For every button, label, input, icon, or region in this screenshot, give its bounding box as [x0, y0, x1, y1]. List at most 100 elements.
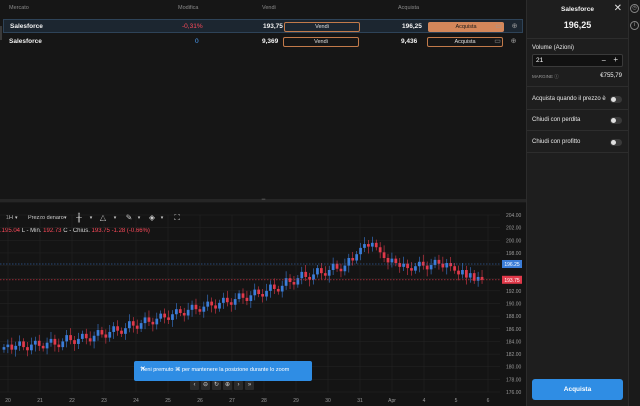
candle-body — [69, 335, 72, 341]
candle-body — [241, 293, 245, 298]
candle-body — [37, 340, 41, 346]
candle-body — [441, 263, 445, 268]
scroll-end-icon[interactable]: » — [245, 381, 254, 390]
buy-button[interactable]: Acquista — [428, 22, 504, 32]
ohlc-low: 192.73 — [43, 228, 62, 234]
candle-body — [30, 344, 33, 351]
sell-button[interactable]: Vendi — [283, 37, 359, 47]
volume-stepper[interactable]: 21 − + — [532, 54, 623, 67]
x-tick-label: 4 — [423, 398, 426, 404]
y-tick-label: 176.00 — [506, 390, 522, 396]
zoom-out-icon[interactable]: ⊖ — [201, 381, 210, 390]
zoom-in-icon[interactable]: ⊕ — [223, 381, 232, 390]
x-tick-label: 23 — [101, 398, 107, 404]
candle-body — [421, 261, 425, 266]
sell-price: 9,369 — [262, 38, 279, 45]
x-tick-label: 21 — [37, 398, 43, 404]
y-tick-label: 180.00 — [506, 365, 522, 371]
candle-body — [112, 326, 116, 332]
candle-body — [308, 276, 311, 280]
close-icon[interactable]: ✕ — [613, 3, 622, 14]
candle-body — [131, 321, 135, 326]
candle-body — [6, 344, 10, 348]
candle-body — [374, 242, 378, 248]
chevron-left-icon[interactable]: ‹ — [190, 381, 199, 390]
add-circle-icon[interactable]: ⊕ — [511, 23, 518, 30]
volume-input[interactable]: 21 — [536, 57, 544, 64]
y-tick-label: 200.00 — [506, 238, 522, 244]
info-icon[interactable]: i — [630, 21, 639, 30]
x-tick-label: Apr — [388, 398, 396, 404]
price-type-select[interactable]: Prezzo denaro — [28, 215, 64, 221]
indicators-icon[interactable]: △ — [99, 213, 107, 222]
clock-icon[interactable]: ◷ — [630, 4, 639, 13]
candle-body — [367, 244, 370, 247]
buy-when-toggle[interactable] — [610, 96, 622, 103]
chevron-down-icon[interactable]: ▾ — [64, 215, 67, 221]
x-tick-label: 5 — [455, 398, 458, 404]
chevron-down-icon[interactable]: ▾ — [137, 215, 141, 221]
pencil-icon[interactable]: ✎ — [125, 213, 133, 222]
candles-icon[interactable]: ╫ — [76, 213, 82, 222]
interval-select[interactable]: 1H — [6, 215, 14, 221]
candle-body — [253, 289, 257, 296]
candle-body — [335, 263, 339, 269]
candle-body — [143, 317, 147, 324]
candle-body — [190, 304, 194, 310]
plus-icon[interactable]: + — [613, 55, 618, 64]
monitor-icon[interactable]: ▭ — [495, 23, 502, 30]
layers-icon[interactable]: ◈ — [148, 213, 156, 222]
side-strip: ◷ i — [628, 0, 640, 406]
ohlc-change: -1.28 (-0.66%) — [111, 228, 150, 234]
order-panel: Salesforce ✕ 196,25 Volume (Azioni) 21 −… — [526, 0, 628, 406]
stop-loss-toggle[interactable] — [610, 117, 622, 124]
chevron-down-icon[interactable]: ▾ — [89, 215, 93, 221]
candle-body — [429, 264, 433, 270]
price-chart[interactable]: 1H ▾ Prezzo denaro ▾ ╫ ▾ △ ▾ ✎ ▾ ◈ ▾ ⛶ .… — [0, 203, 526, 406]
sell-button[interactable]: Vendi — [284, 22, 360, 32]
take-profit-toggle[interactable] — [610, 139, 622, 146]
candle-body — [461, 269, 464, 275]
add-circle-icon[interactable]: ⊕ — [510, 38, 517, 45]
candle-body — [104, 334, 108, 338]
buy-price-tag-label: 196.25 — [504, 262, 520, 268]
table-row[interactable]: Salesforce 0 9,369 Vendi 9,436 Acquista … — [3, 35, 523, 49]
candle-body — [323, 273, 327, 276]
candle-body — [96, 330, 100, 336]
submit-buy-button[interactable]: Acquista — [532, 379, 623, 400]
ohlc-open: .195.04 — [0, 228, 21, 234]
candle-body — [10, 344, 14, 350]
candle-body — [77, 338, 80, 344]
sell-price-tag — [502, 275, 522, 284]
candle-body — [265, 290, 268, 297]
monitor-icon[interactable]: ▭ — [494, 38, 501, 45]
market-name: Salesforce — [10, 23, 43, 30]
candle-body — [198, 309, 202, 312]
x-tick-label: 31 — [357, 398, 363, 404]
y-tick-label: 184.00 — [506, 339, 522, 345]
splitter-grip-icon[interactable]: ═ — [261, 197, 266, 203]
chevron-down-icon[interactable]: ▾ — [113, 215, 117, 221]
candle-body — [355, 254, 359, 261]
scroll-handle[interactable] — [0, 26, 2, 40]
candle-body — [476, 276, 480, 281]
chevron-down-icon[interactable]: ▾ — [15, 215, 18, 221]
ohlc-close-label: C - Chius. — [63, 228, 90, 234]
order-title: Salesforce — [561, 6, 594, 13]
candle-body — [363, 244, 366, 248]
close-icon[interactable]: ✕ — [140, 366, 146, 373]
chevron-right-icon[interactable]: › — [234, 381, 243, 390]
reset-icon[interactable]: ↻ — [212, 381, 221, 390]
candle-body — [218, 302, 221, 309]
order-price: 196,25 — [563, 20, 592, 30]
x-tick-label: 30 — [325, 398, 331, 404]
minus-icon[interactable]: − — [601, 56, 606, 65]
fullscreen-icon[interactable]: ⛶ — [174, 213, 180, 222]
table-row[interactable]: Salesforce -0,31% 193,75 Vendi 196,25 Ac… — [3, 19, 523, 33]
chevron-down-icon[interactable]: ▾ — [160, 215, 164, 221]
x-tick-label: 25 — [165, 398, 171, 404]
candle-body — [194, 304, 198, 310]
buy-button[interactable]: Acquista — [427, 37, 503, 47]
candle-body — [304, 271, 308, 277]
pane-splitter[interactable] — [0, 199, 526, 202]
